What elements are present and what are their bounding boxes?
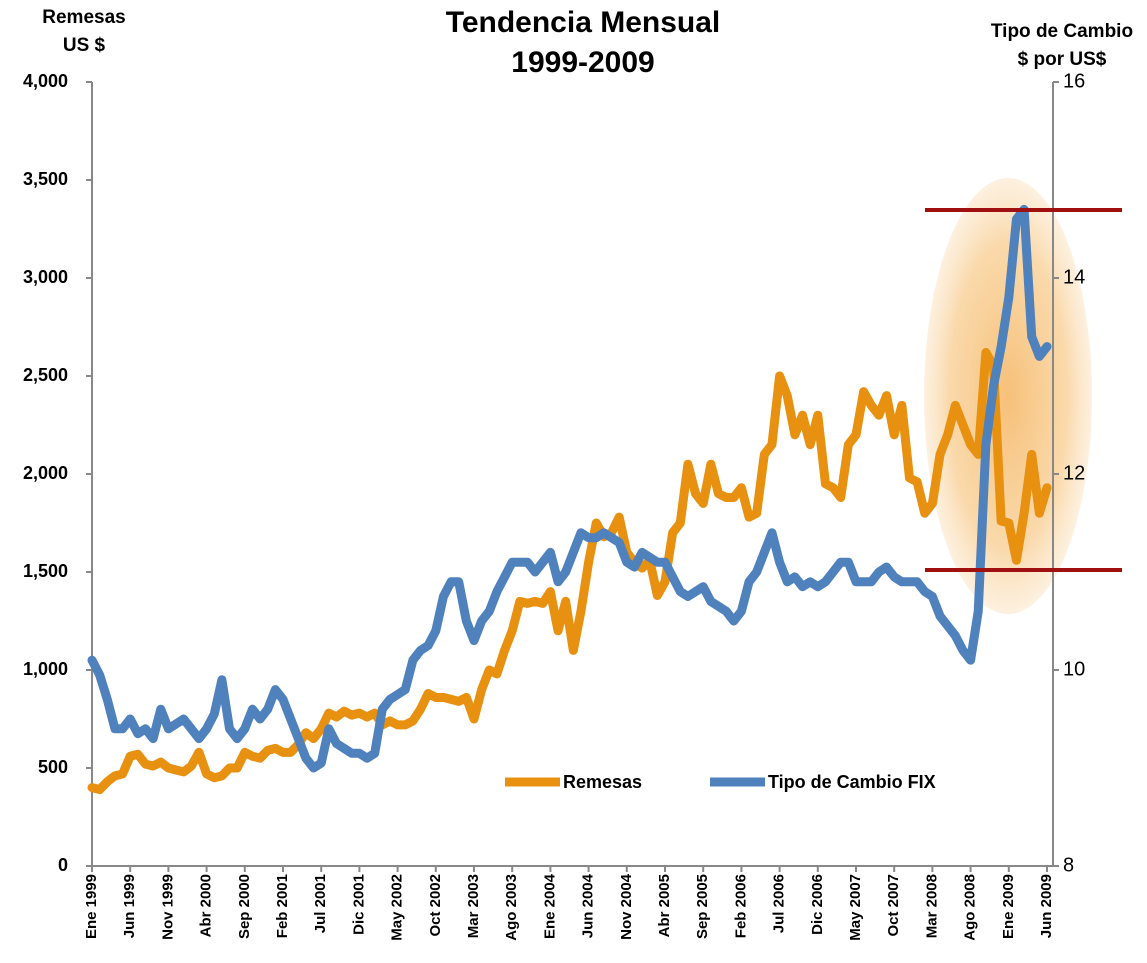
x-tick-label: Ene 2009 (1000, 874, 1017, 939)
y-tick-label: 2,000 (23, 463, 68, 483)
x-tick-label: Ago 2003 (503, 874, 520, 941)
x-tick-label: Oct 2007 (885, 874, 902, 937)
y2-tick-label: 8 (1063, 854, 1074, 876)
x-tick-label: Sep 2005 (694, 874, 711, 939)
y-tick-label: 4,000 (23, 71, 68, 91)
x-tick-label: Nov 1999 (159, 874, 176, 940)
legend-label: Remesas (563, 772, 642, 792)
highlight (924, 178, 1092, 614)
y-tick-label: 3,000 (23, 267, 68, 287)
x-tick-label: Jul 2001 (312, 874, 329, 933)
x-tick-label: Jul 2006 (771, 874, 788, 933)
chart-title: 1999-2009 (511, 46, 654, 79)
x-tick-label: Ago 2008 (962, 874, 979, 941)
y2-tick-label: 16 (1063, 70, 1085, 92)
x-tick-label: Abr 2005 (656, 874, 673, 937)
y-tick-label: 1,500 (23, 561, 68, 581)
x-tick-label: Feb 2006 (732, 874, 749, 938)
x-tick-label: Jun 1999 (121, 874, 138, 938)
y-tick-label: 2,500 (23, 365, 68, 385)
legend-label: Tipo de Cambio FIX (768, 772, 936, 792)
x-tick-label: Feb 2001 (274, 874, 291, 938)
x-tick-label: Jun 2004 (580, 873, 597, 938)
y-tick-label: 1,000 (23, 659, 68, 679)
x-tick-label: Mar 2003 (465, 874, 482, 938)
y2-axis-label: $ por US$ (1018, 49, 1107, 70)
y-tick-label: 3,500 (23, 169, 68, 189)
y2-tick-label: 12 (1063, 462, 1085, 484)
y2-tick-label: 10 (1063, 658, 1085, 680)
chart-title: Tendencia Mensual (446, 6, 721, 39)
x-tick-label: Oct 2002 (427, 874, 444, 937)
y-axis-label: Remesas (42, 7, 125, 28)
y-axis-label: US $ (63, 35, 106, 56)
x-tick-label: Dic 2006 (809, 874, 826, 935)
x-tick-label: Ene 1999 (83, 874, 100, 939)
y-tick-label: 500 (38, 757, 68, 777)
x-tick-label: May 2002 (389, 874, 406, 941)
x-tick-label: Abr 2000 (198, 874, 215, 937)
y2-tick-label: 14 (1063, 266, 1085, 288)
x-tick-label: Mar 2008 (923, 874, 940, 938)
series-line (87, 204, 1052, 773)
series-line (87, 347, 1052, 795)
x-tick-label: Nov 2004 (618, 873, 635, 940)
x-tick-label: May 2007 (847, 874, 864, 941)
x-tick-label: Sep 2000 (236, 874, 253, 939)
x-tick-label: Ene 2004 (541, 873, 558, 939)
y2-axis-label: Tipo de Cambio (991, 21, 1133, 42)
x-tick-label: Dic 2001 (350, 874, 367, 935)
y-tick-label: 0 (58, 855, 68, 875)
x-tick-label: Jun 2009 (1038, 874, 1055, 938)
